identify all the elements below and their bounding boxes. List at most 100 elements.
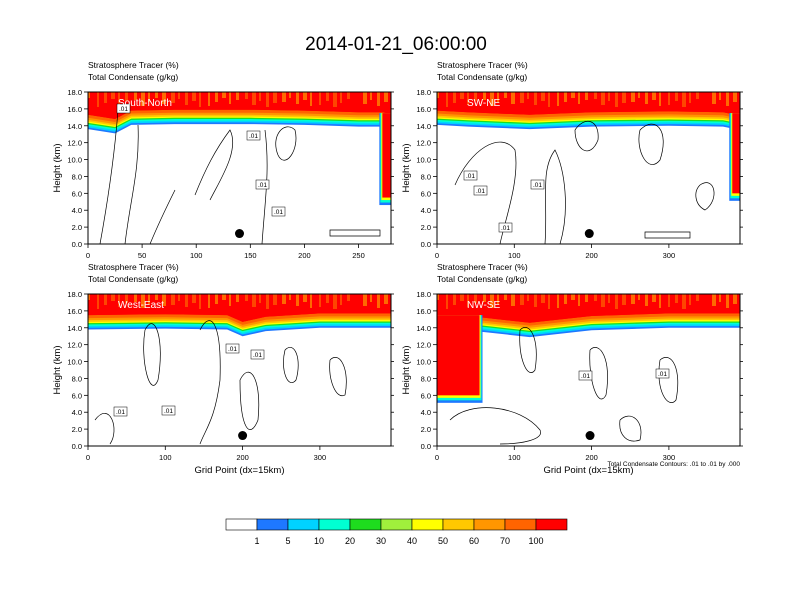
tracer-streak <box>377 92 380 106</box>
tracer-streak <box>446 92 448 107</box>
tracer-streak <box>141 92 145 106</box>
tracer-streak <box>615 92 618 107</box>
y-tick-label: 0.0 <box>72 240 82 249</box>
contour-line-5 <box>329 357 347 397</box>
y-tick-label: 8.0 <box>72 172 82 181</box>
tracer-streak <box>726 92 729 106</box>
x-tick-label: 0 <box>435 453 439 462</box>
y-tick-label: 4.0 <box>421 408 431 417</box>
x-tick-label: 0 <box>435 251 439 260</box>
tracer-streak <box>185 294 188 307</box>
colorbar-label: 1 <box>254 536 259 546</box>
tracer-streak <box>601 92 605 105</box>
tracer-streak <box>333 294 337 309</box>
y-tick-label: 6.0 <box>421 391 431 400</box>
intrusion-band-3 <box>382 113 391 198</box>
tracer-streak <box>645 92 648 104</box>
tracer-streak <box>585 294 588 302</box>
condensate-contours <box>454 120 715 244</box>
tracer-streak <box>490 92 494 106</box>
tracer-streak <box>215 92 218 102</box>
tracer-streak <box>111 294 115 301</box>
y-tick-label: 18.0 <box>67 290 82 299</box>
x-tick-label: 300 <box>314 453 327 462</box>
x-tick-label: 200 <box>298 251 311 260</box>
tracer-streak <box>696 92 699 99</box>
tracer-streak <box>622 92 626 103</box>
tracer-streak <box>118 294 120 307</box>
tracer-streak <box>282 92 286 102</box>
tracer-streak <box>273 294 277 305</box>
tracer-streak <box>608 294 610 303</box>
tracer-streak <box>125 294 128 303</box>
intrusion-band-3 <box>437 315 480 396</box>
y-tick-label: 2.0 <box>421 223 431 232</box>
tracer-streak <box>527 294 529 301</box>
tracer-streak <box>453 92 456 103</box>
tracer-streak <box>557 92 559 106</box>
contour-line-5 <box>329 229 381 237</box>
tracer-streak <box>215 294 218 304</box>
tracer-streak <box>178 294 180 301</box>
tracer-streak <box>178 92 180 99</box>
tracer-streak <box>259 92 261 101</box>
condensate-contours <box>449 327 679 445</box>
contour-line-5 <box>644 231 691 239</box>
y-tick-label: 2.0 <box>72 223 82 232</box>
tracer-field: .01 .01 <box>437 294 740 446</box>
tracer-streak <box>340 92 342 103</box>
plot-frame <box>436 91 741 245</box>
tracer-streak <box>104 294 107 305</box>
tracer-streak <box>437 294 439 300</box>
colorbar-label: 50 <box>438 536 448 546</box>
tracer-streak <box>340 294 342 305</box>
tracer-streak <box>467 92 469 105</box>
tracer-streak <box>229 92 231 104</box>
tracer-streak <box>659 92 661 106</box>
tracer-streak <box>118 92 120 105</box>
y-tick-label: 14.0 <box>67 324 82 333</box>
tracer-streak <box>266 92 269 107</box>
tracer-streak <box>222 92 226 98</box>
tracer-streak <box>384 294 388 304</box>
tracer-streak <box>668 294 670 307</box>
tracer-streak <box>273 92 277 103</box>
panel-3: Stratosphere Tracer (%) Total Condensate … <box>52 262 394 476</box>
y-tick-label: 0.0 <box>72 442 82 451</box>
tracer-streak <box>104 92 107 103</box>
colorbar-swatch-3 <box>318 518 351 531</box>
contour-line-0 <box>454 141 517 244</box>
plot-frame <box>87 293 392 447</box>
y-axis-label: Height (km) <box>401 143 412 192</box>
tracer-streak <box>155 294 158 300</box>
y-tick-label: 16.0 <box>67 307 82 316</box>
panel-subtitle-tracer: Stratosphere Tracer (%) <box>437 60 528 70</box>
panel-1: Stratosphere Tracer (%) Total Condensate … <box>52 60 394 260</box>
contour-label-box <box>225 343 240 354</box>
x-tick-label: 100 <box>190 251 203 260</box>
tracer-streak <box>652 294 656 302</box>
y-tick-label: 18.0 <box>416 290 431 299</box>
x-tick-label: 250 <box>352 251 365 260</box>
tracer-streak <box>474 294 477 303</box>
tracer-streak <box>347 294 350 301</box>
tracer-streak <box>712 92 716 104</box>
y-tick-label: 10.0 <box>416 358 431 367</box>
x-axis-label: Grid Point (dx=15km) <box>543 465 633 476</box>
colorbar-label: 100 <box>528 536 543 546</box>
colorbar-label: 10 <box>314 536 324 546</box>
tracer-streak <box>689 294 691 305</box>
location-marker <box>235 229 244 239</box>
plot-frame <box>87 91 392 245</box>
tracer-field: .01 .01 .01 .01 <box>88 92 391 244</box>
tracer-streak <box>490 294 494 308</box>
tracer-streak <box>370 294 372 302</box>
colorbar-label: 40 <box>407 536 417 546</box>
tracer-streak <box>578 92 580 104</box>
y-axis-label: Height (km) <box>52 345 63 394</box>
tracer-streak <box>303 294 307 302</box>
tracer-streak <box>289 294 291 300</box>
tracer-streak <box>97 92 99 107</box>
tracer-streak <box>520 92 524 103</box>
colorbar-swatch-4 <box>349 518 382 531</box>
